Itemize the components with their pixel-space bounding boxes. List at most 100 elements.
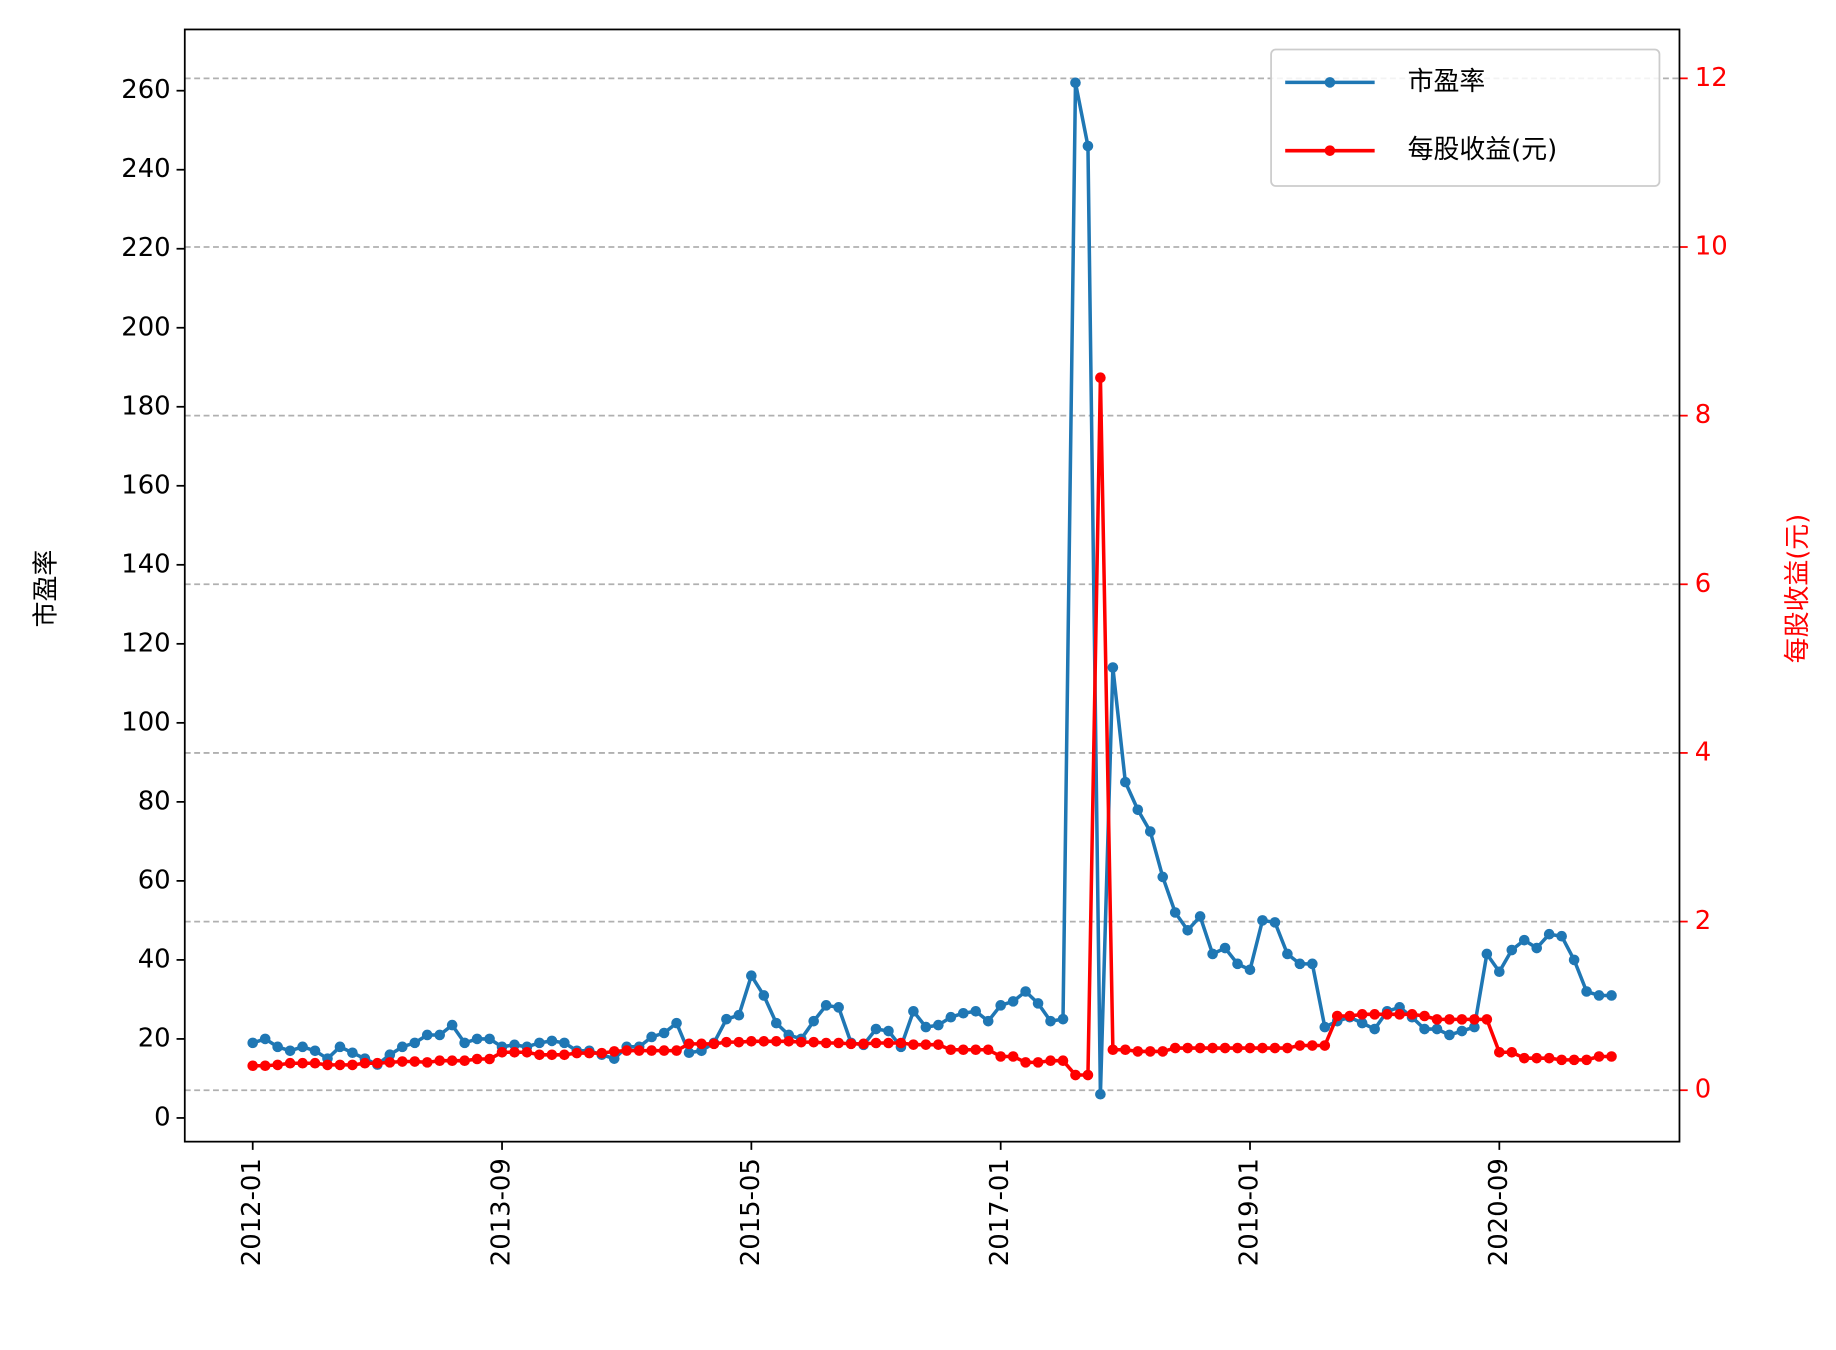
point [1282,1042,1293,1054]
point [1469,1021,1480,1033]
point [509,1046,520,1058]
point [733,1009,745,1021]
point [833,1037,844,1049]
point [683,1047,695,1059]
y-tick-label: 260 [121,75,170,105]
point [1020,986,1031,997]
y2-tick-label: 0 [1695,1075,1711,1105]
point [608,1046,620,1057]
point [795,1036,807,1048]
point [484,1053,495,1065]
point [1082,140,1094,152]
y2-tick-label: 2 [1695,906,1711,936]
point [982,1044,994,1056]
point [1120,1044,1131,1056]
point [658,1027,670,1039]
point [1107,662,1119,673]
point [1494,966,1505,978]
y-tick-label: 60 [138,865,171,895]
point [1556,1054,1567,1066]
point [434,1055,446,1066]
point [1456,1025,1468,1037]
point [1032,1057,1044,1068]
point [658,1045,670,1056]
point [733,1036,745,1048]
y2-tick-label: 12 [1695,63,1728,93]
point [1568,1054,1580,1066]
y-tick-label: 40 [138,944,171,974]
point [1157,1046,1169,1057]
x-tick-label: 2013-09 [487,1158,517,1266]
point [1369,1009,1380,1020]
point [1219,1042,1231,1054]
point [1020,1057,1031,1068]
point [646,1045,657,1056]
point [870,1037,882,1049]
point [1007,1051,1019,1062]
point [820,1000,832,1011]
y2-tick-label: 10 [1695,232,1728,262]
point [1282,948,1293,960]
point [1481,1014,1493,1025]
point [883,1025,894,1037]
point [758,1036,770,1047]
point [1307,1040,1318,1051]
point [546,1049,558,1061]
point [957,1044,969,1056]
point [908,1005,919,1017]
point [1057,1055,1069,1066]
point [1556,930,1567,942]
point [1045,1055,1056,1066]
point [259,1033,271,1045]
point [870,1023,882,1035]
point [995,1051,1006,1062]
y-tick-label: 20 [138,1023,171,1053]
point [671,1017,682,1029]
point [945,1011,957,1023]
point [1506,1046,1518,1058]
point [1144,1046,1156,1057]
point [845,1038,857,1050]
point [534,1049,545,1061]
point [833,1002,844,1013]
point [1045,1015,1056,1027]
point [820,1037,832,1049]
point [1307,958,1318,970]
point [970,1005,982,1017]
point [1207,948,1218,960]
point [1419,1023,1430,1035]
point [771,1017,782,1029]
point [1444,1014,1455,1025]
point [1244,1042,1256,1054]
point [1581,986,1592,997]
point [933,1039,944,1050]
point [633,1045,645,1056]
y-tick-label: 140 [121,549,170,579]
point [1232,1042,1243,1054]
point [1531,942,1543,954]
point [1356,1009,1368,1020]
point [1169,907,1181,918]
point [1232,958,1243,970]
point [1007,996,1019,1007]
point [534,1037,545,1049]
point [758,990,770,1001]
point [446,1019,458,1031]
point [671,1045,682,1056]
point [957,1007,969,1019]
point [459,1037,470,1049]
point [1581,1054,1592,1066]
point [459,1055,470,1066]
y-tick-label: 80 [138,786,171,816]
point [1132,1046,1144,1057]
point [1120,776,1131,788]
point [783,1036,795,1047]
point [1294,958,1306,970]
point [1381,1009,1393,1020]
y2-tick-label: 6 [1695,569,1711,599]
point [683,1038,695,1050]
y2-tick-label: 8 [1695,400,1711,430]
point [1494,1046,1505,1058]
point [1518,934,1530,946]
